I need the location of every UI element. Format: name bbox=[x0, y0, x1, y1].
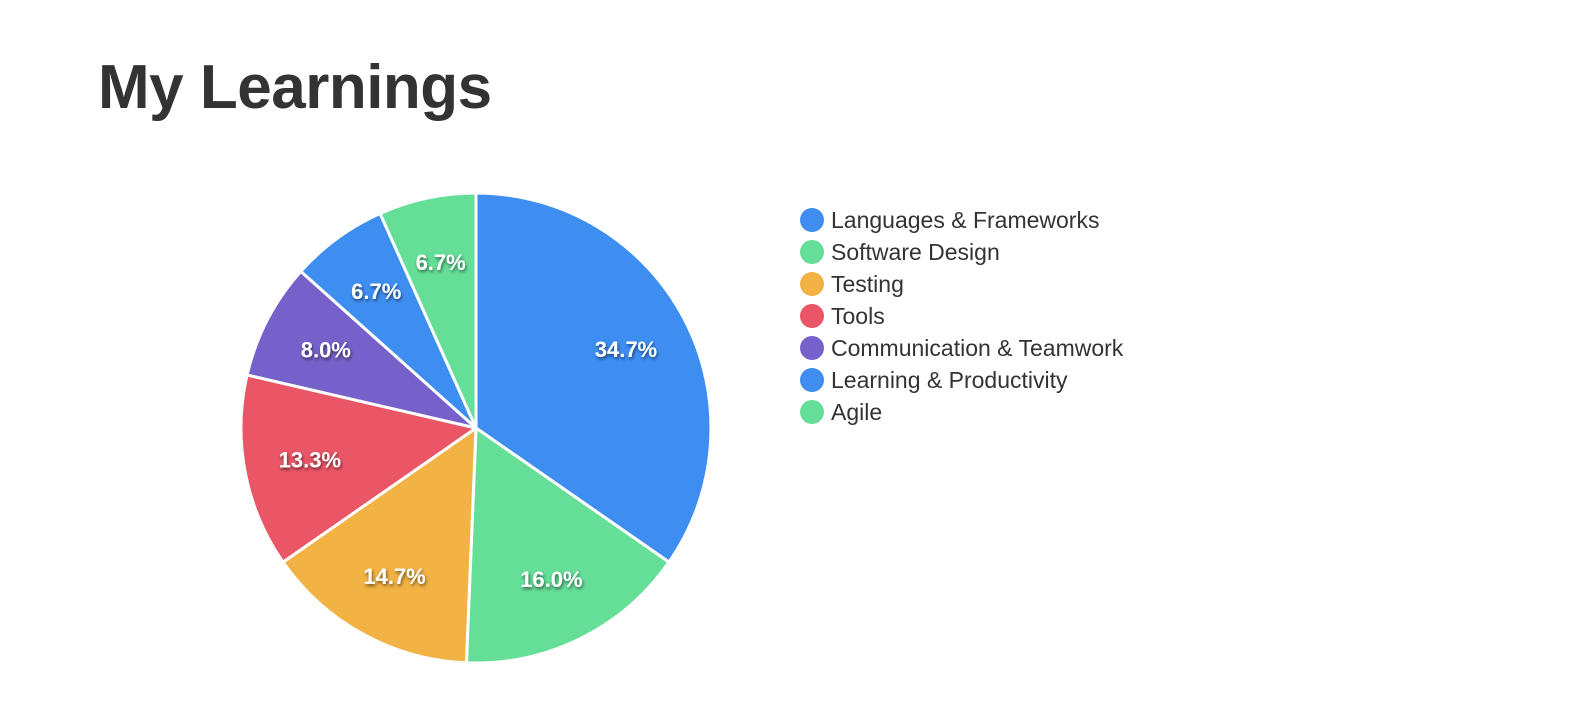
legend-swatch bbox=[800, 336, 824, 360]
legend-swatch bbox=[800, 304, 824, 328]
legend: Languages & Frameworks Software Design Tes… bbox=[800, 204, 1123, 428]
slice-data-label: 14.7% bbox=[363, 564, 425, 589]
slice-data-label: 16.0% bbox=[520, 567, 582, 592]
legend-swatch bbox=[800, 240, 824, 264]
legend-label: Software Design bbox=[831, 238, 1000, 265]
slice-data-label: 13.3% bbox=[279, 447, 341, 472]
pie-labels: 34.7% 16.0% 14.7% 13.3% 8.0% 6.7% 6.7% bbox=[279, 250, 657, 592]
slice-data-label: 6.7% bbox=[351, 279, 401, 304]
pie-slice[interactable] bbox=[464, 426, 671, 665]
pie-slices bbox=[239, 191, 713, 665]
pie-slice[interactable] bbox=[281, 426, 478, 665]
slice-data-label: 34.7% bbox=[595, 337, 657, 362]
pie-slice[interactable] bbox=[378, 191, 478, 430]
legend-label: Languages & Frameworks bbox=[831, 206, 1100, 233]
legend-item[interactable]: Software Design bbox=[800, 236, 1123, 268]
legend-item[interactable]: Testing bbox=[800, 268, 1123, 300]
legend-swatch bbox=[800, 400, 824, 424]
legend-label: Communication & Teamwork bbox=[831, 334, 1124, 361]
legend-item[interactable]: Tools bbox=[800, 300, 1123, 332]
legend-item[interactable]: Communication & Teamwork bbox=[800, 332, 1123, 364]
legend-item[interactable]: Languages & Frameworks bbox=[800, 204, 1123, 236]
legend-swatch bbox=[800, 208, 824, 232]
legend-item[interactable]: Agile bbox=[800, 396, 1123, 428]
legend-label: Tools bbox=[831, 302, 885, 329]
pie-slice[interactable] bbox=[245, 269, 478, 430]
pie-slice[interactable] bbox=[239, 373, 478, 564]
slice-data-label: 8.0% bbox=[301, 338, 351, 363]
legend-swatch bbox=[800, 368, 824, 392]
legend-swatch bbox=[800, 272, 824, 296]
page-title: My Learnings bbox=[98, 53, 492, 122]
legend-item[interactable]: Learning & Productivity bbox=[800, 364, 1123, 396]
legend-label: Testing bbox=[831, 270, 904, 297]
slice-data-label: 6.7% bbox=[416, 250, 466, 275]
legend-label: Learning & Productivity bbox=[831, 366, 1068, 393]
pie-slice[interactable] bbox=[474, 191, 713, 564]
legend-label: Agile bbox=[831, 398, 883, 425]
